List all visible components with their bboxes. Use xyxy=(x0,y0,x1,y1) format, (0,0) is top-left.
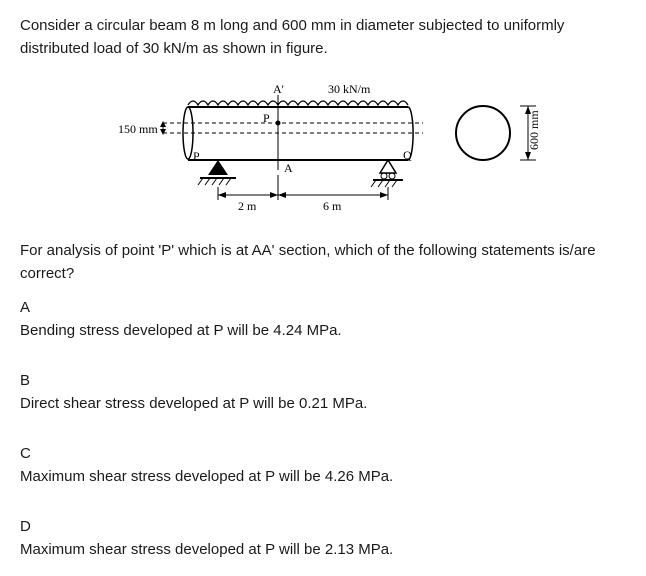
option-letter-b: B xyxy=(20,370,626,393)
option-text-a: Bending stress developed at P will be 4.… xyxy=(20,320,626,343)
option-text-b: Direct shear stress developed at P will … xyxy=(20,393,626,416)
sub-question: For analysis of point 'P' which is at AA… xyxy=(20,240,626,285)
load-label: 30 kN/m xyxy=(328,82,371,96)
figure-container: A' 30 kN/m P 150 mm A P xyxy=(20,75,626,225)
question-text: Consider a circular beam 8 m long and 60… xyxy=(20,15,626,60)
option-text-c: Maximum shear stress developed at P will… xyxy=(20,466,626,489)
span-right-label: 6 m xyxy=(323,199,342,213)
option-letter-d: D xyxy=(20,516,626,539)
beam-diagram: A' 30 kN/m P 150 mm A P xyxy=(88,75,558,225)
question-line-1: Consider a circular beam 8 m long and 60… xyxy=(20,17,564,34)
option-letter-a: A xyxy=(20,297,626,320)
p-top-label: P xyxy=(263,111,270,125)
span-left-label: 2 m xyxy=(238,199,257,213)
offset-label: 150 mm xyxy=(118,122,158,136)
option-text-d: Maximum shear stress developed at P will… xyxy=(20,539,626,562)
q-label: Q xyxy=(403,148,412,162)
a-prime-label: A' xyxy=(273,82,284,96)
option-b: B Direct shear stress developed at P wil… xyxy=(20,370,626,415)
sub-question-line-1: For analysis of point 'P' which is at AA… xyxy=(20,242,596,259)
option-d: D Maximum shear stress developed at P wi… xyxy=(20,516,626,561)
a-label: A xyxy=(284,161,293,175)
question-line-2: distributed load of 30 kN/m as shown in … xyxy=(20,40,328,57)
option-a: A Bending stress developed at P will be … xyxy=(20,297,626,342)
diameter-label: 600 mm xyxy=(527,110,541,150)
sub-question-line-2: correct? xyxy=(20,265,74,282)
p-left-label: P xyxy=(193,149,200,163)
option-c: C Maximum shear stress developed at P wi… xyxy=(20,443,626,488)
option-letter-c: C xyxy=(20,443,626,466)
